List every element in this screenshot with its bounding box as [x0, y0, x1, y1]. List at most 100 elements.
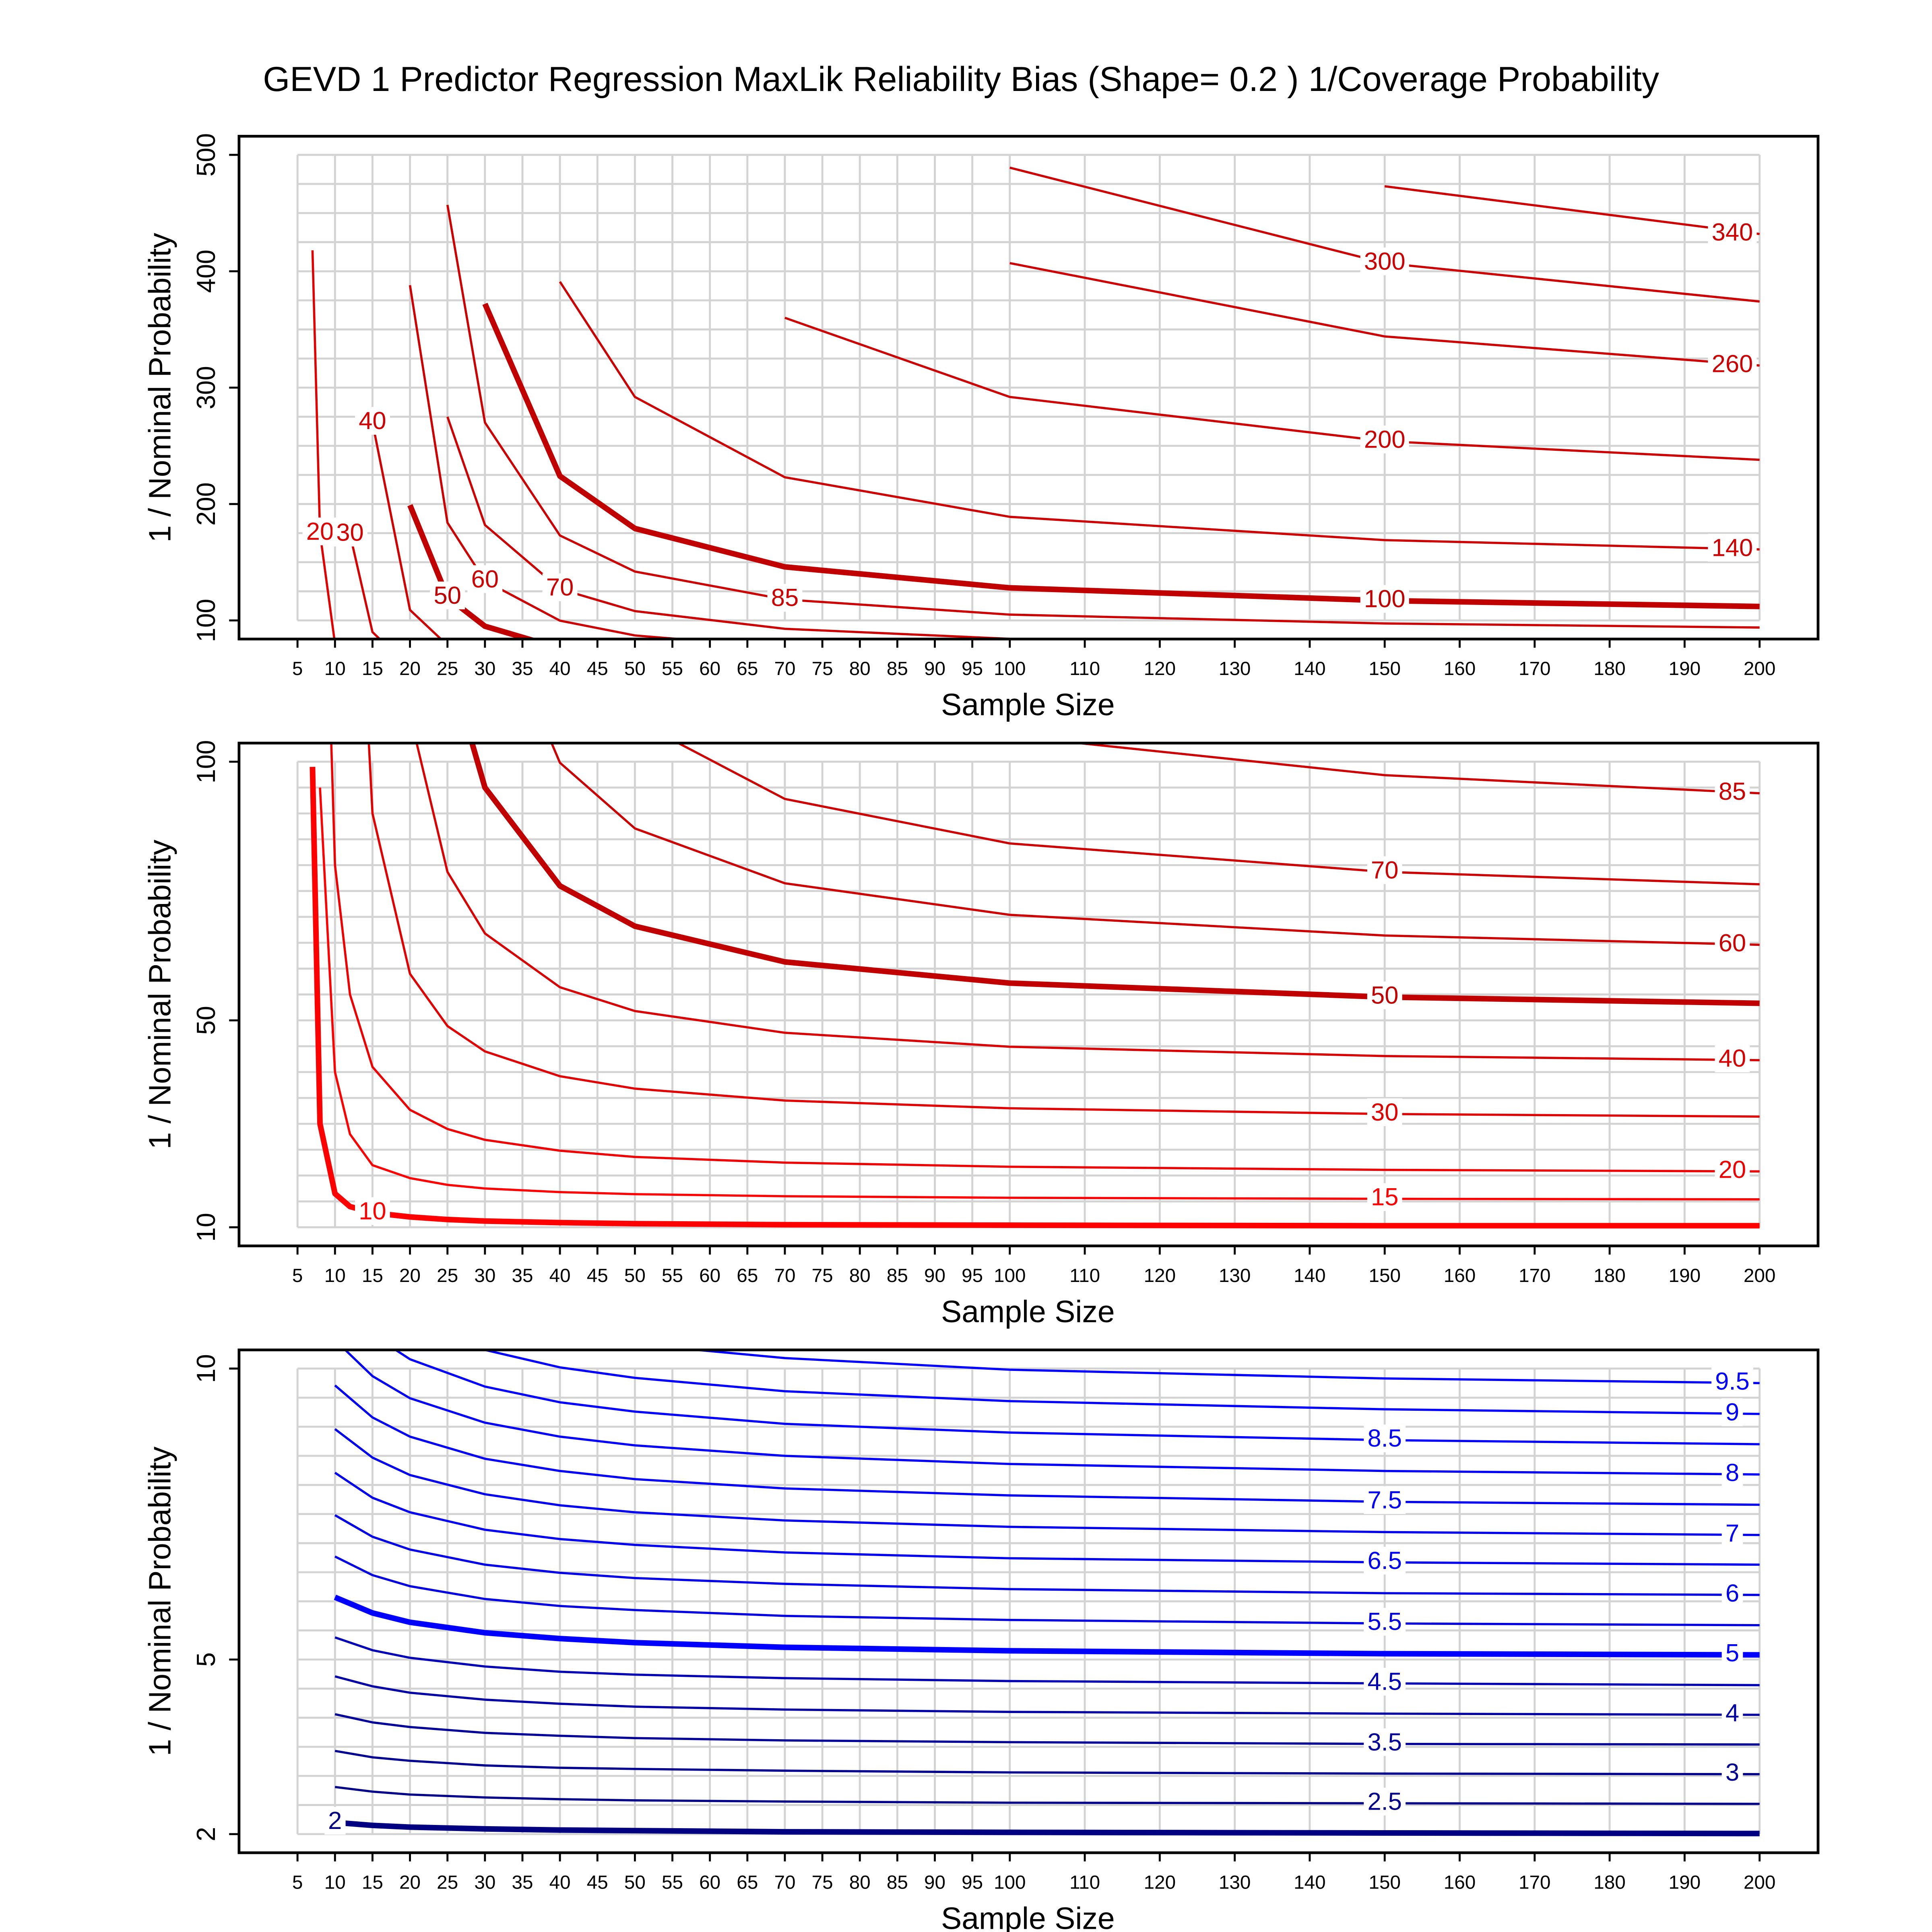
contour-label: 4 — [1726, 1699, 1739, 1727]
y-tick-label: 10 — [192, 1354, 221, 1383]
contour-label-bg — [1721, 1639, 1743, 1667]
contour-label: 2.5 — [1367, 1788, 1402, 1815]
contour-label-bg — [1364, 1788, 1406, 1816]
x-tick-label: 170 — [1519, 1872, 1551, 1893]
contour-label: 140 — [1712, 534, 1753, 561]
x-tick-label: 120 — [1144, 1265, 1176, 1286]
contour-label-bg — [355, 407, 390, 435]
contour-label-bg — [1715, 778, 1750, 806]
x-tick-label: 40 — [549, 1265, 571, 1286]
contour-label: 15 — [1371, 1183, 1398, 1211]
contour-line — [371, 422, 443, 639]
x-tick-label: 50 — [624, 658, 646, 679]
contour-line — [334, 1636, 1760, 1686]
x-tick-label: 70 — [774, 1265, 795, 1286]
contour-label-bg — [1360, 585, 1409, 613]
contour-label-bg — [430, 581, 465, 609]
x-tick-label: 60 — [699, 1872, 720, 1893]
contour-label: 20 — [306, 518, 334, 545]
y-tick-label: 100 — [192, 740, 221, 784]
contour-label-bg — [1721, 1579, 1743, 1607]
x-tick-label: 190 — [1669, 658, 1701, 679]
x-tick-label: 20 — [399, 1872, 421, 1893]
contour-label: 2 — [328, 1807, 342, 1835]
x-tick-label: 5 — [292, 658, 303, 679]
y-tick-label: 5 — [192, 1652, 221, 1667]
x-tick-label: 180 — [1593, 658, 1626, 679]
x-tick-label: 100 — [994, 1265, 1026, 1286]
x-tick-label: 55 — [662, 658, 683, 679]
plot-area: 20 30 40 50 60 70 85 100 140 200 260 300 340 — [302, 166, 1760, 639]
contour-line — [334, 1428, 1760, 1536]
x-tick-label: 170 — [1519, 1265, 1551, 1286]
contour-label: 50 — [433, 582, 461, 609]
x-tick-label: 140 — [1294, 1265, 1326, 1286]
contour-line — [1384, 185, 1760, 235]
x-tick-label: 65 — [737, 1872, 758, 1893]
x-tick-label: 10 — [324, 658, 346, 679]
x-axis-label: Sample Size — [941, 687, 1115, 722]
contour-line — [446, 204, 1760, 629]
x-tick-label: 90 — [924, 658, 945, 679]
contour-label: 30 — [1371, 1098, 1398, 1126]
contour-label-bg — [1367, 856, 1402, 884]
contour-label-bg — [1721, 1519, 1743, 1547]
x-tick-label: 60 — [699, 658, 720, 679]
x-tick-label: 30 — [474, 1265, 495, 1286]
contour-line — [482, 1350, 1760, 1415]
contour-label: 85 — [771, 584, 799, 612]
x-tick-label: 20 — [399, 658, 421, 679]
y-axis-label: 1 / Nominal Probability — [142, 840, 177, 1150]
contour-line — [469, 743, 1760, 1006]
contour-label: 40 — [359, 407, 386, 435]
contour-label-bg — [1367, 1098, 1402, 1126]
y-tick-label: 50 — [192, 1006, 221, 1035]
x-tick-label: 75 — [812, 658, 833, 679]
x-tick-label: 45 — [587, 1265, 608, 1286]
x-tick-label: 160 — [1444, 1872, 1476, 1893]
contour-label: 7.5 — [1367, 1486, 1402, 1514]
x-tick-label: 15 — [362, 1872, 383, 1893]
x-tick-label: 120 — [1144, 658, 1176, 679]
x-tick-label: 95 — [962, 1872, 983, 1893]
contour-label-bg — [467, 565, 503, 593]
x-tick-label: 5 — [292, 1872, 303, 1893]
plot-frame — [237, 741, 1820, 1247]
y-tick-label: 2 — [192, 1827, 221, 1841]
contour-label-bg — [1721, 1699, 1743, 1727]
contour-label: 60 — [1719, 929, 1746, 957]
contour-label: 40 — [1719, 1044, 1746, 1072]
contour-label: 8 — [1726, 1459, 1739, 1487]
x-tick-label: 35 — [512, 1265, 533, 1286]
contour-label: 60 — [471, 565, 499, 593]
x-tick-label: 5 — [292, 1265, 303, 1286]
x-tick-label: 75 — [812, 1265, 833, 1286]
contour-label-bg — [1364, 1728, 1406, 1756]
contour-line — [334, 1514, 1760, 1596]
contour-label-bg — [1715, 1044, 1750, 1073]
x-tick-label: 45 — [587, 658, 608, 679]
x-tick-label: 15 — [362, 1265, 383, 1286]
contour-line — [334, 1713, 1760, 1746]
y-axis-label: 1 / Nominal Probability — [142, 1446, 177, 1756]
x-tick-label: 75 — [812, 1872, 833, 1893]
contour-label-bg — [1715, 1156, 1750, 1184]
x-tick-label: 190 — [1669, 1872, 1701, 1893]
contour-label: 3 — [1726, 1759, 1739, 1786]
contour-label: 9 — [1726, 1398, 1739, 1426]
contour-line — [1068, 743, 1760, 795]
x-tick-label: 170 — [1519, 658, 1551, 679]
contour-label-bg — [1721, 1759, 1743, 1787]
contour-line — [394, 1350, 1760, 1445]
contour-label-bg — [1708, 534, 1757, 562]
y-tick-label: 500 — [192, 133, 221, 177]
contour-line — [319, 787, 1760, 1201]
x-tick-label: 200 — [1744, 1872, 1776, 1893]
x-tick-label: 50 — [624, 1265, 646, 1286]
contour-label-bg — [1367, 1183, 1402, 1211]
x-tick-label: 85 — [887, 658, 908, 679]
contour-label-bg — [1711, 1367, 1753, 1395]
contour-label: 85 — [1719, 778, 1746, 805]
contour-label-bg — [1364, 1668, 1406, 1696]
